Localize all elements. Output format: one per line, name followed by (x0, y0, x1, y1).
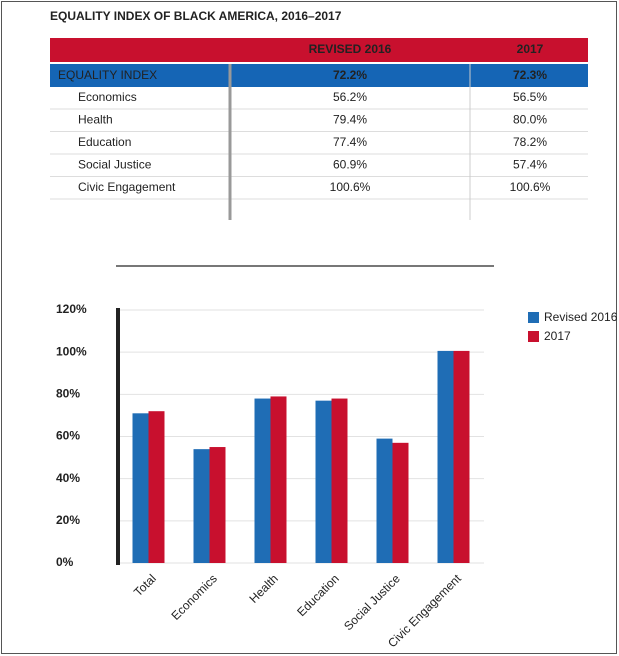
y-tick-label: 0% (56, 555, 74, 569)
cell: 80.0% (513, 113, 547, 127)
header-cell: REVISED 2016 (309, 42, 392, 56)
row-label: Civic Engagement (78, 180, 176, 194)
row-label: Social Justice (78, 158, 152, 172)
header-cell: 2017 (517, 42, 544, 56)
x-tick-label: Social Justice (341, 571, 403, 633)
x-tick-label: Total (131, 571, 159, 599)
legend-swatch (528, 331, 539, 342)
bar (392, 442, 409, 563)
cell: 77.4% (333, 135, 367, 149)
bar (437, 350, 454, 563)
header-row (50, 38, 588, 62)
bar (331, 398, 348, 563)
y-tick-label: 20% (56, 513, 80, 527)
bar (376, 438, 393, 563)
cell: 56.5% (513, 90, 547, 104)
y-tick-label: 40% (56, 471, 80, 485)
row-label: Health (78, 113, 113, 127)
bar (453, 350, 470, 563)
bar (209, 447, 226, 563)
bar (148, 411, 165, 563)
y-tick-label: 60% (56, 429, 80, 443)
row-label: Economics (78, 90, 137, 104)
title: EQUALITY INDEX OF BLACK AMERICA, 2016–20… (50, 9, 342, 23)
bar (315, 400, 332, 563)
y-tick-label: 100% (56, 344, 87, 358)
cell: 56.2% (333, 90, 367, 104)
legend-label: Revised 2016 (544, 310, 618, 324)
cell: 100.6% (330, 180, 371, 194)
bar (270, 396, 287, 563)
legend-swatch (528, 312, 539, 323)
index-cell: 72.3% (513, 68, 547, 82)
bar (193, 449, 210, 563)
index-label: EQUALITY INDEX (58, 68, 157, 82)
cell: 78.2% (513, 135, 547, 149)
index-cell: 72.2% (333, 68, 367, 82)
y-tick-label: 120% (56, 302, 87, 316)
x-tick-label: Health (246, 571, 280, 605)
index-row (50, 64, 588, 87)
cell: 79.4% (333, 113, 367, 127)
row-label: Education (78, 135, 131, 149)
y-tick-label: 80% (56, 387, 80, 401)
x-tick-label: Education (294, 571, 342, 619)
legend-label: 2017 (544, 329, 571, 343)
bar (132, 413, 149, 563)
cell: 100.6% (510, 180, 551, 194)
x-tick-label: Economics (168, 571, 219, 622)
cell: 60.9% (333, 158, 367, 172)
bar (254, 398, 271, 563)
cell: 57.4% (513, 158, 547, 172)
